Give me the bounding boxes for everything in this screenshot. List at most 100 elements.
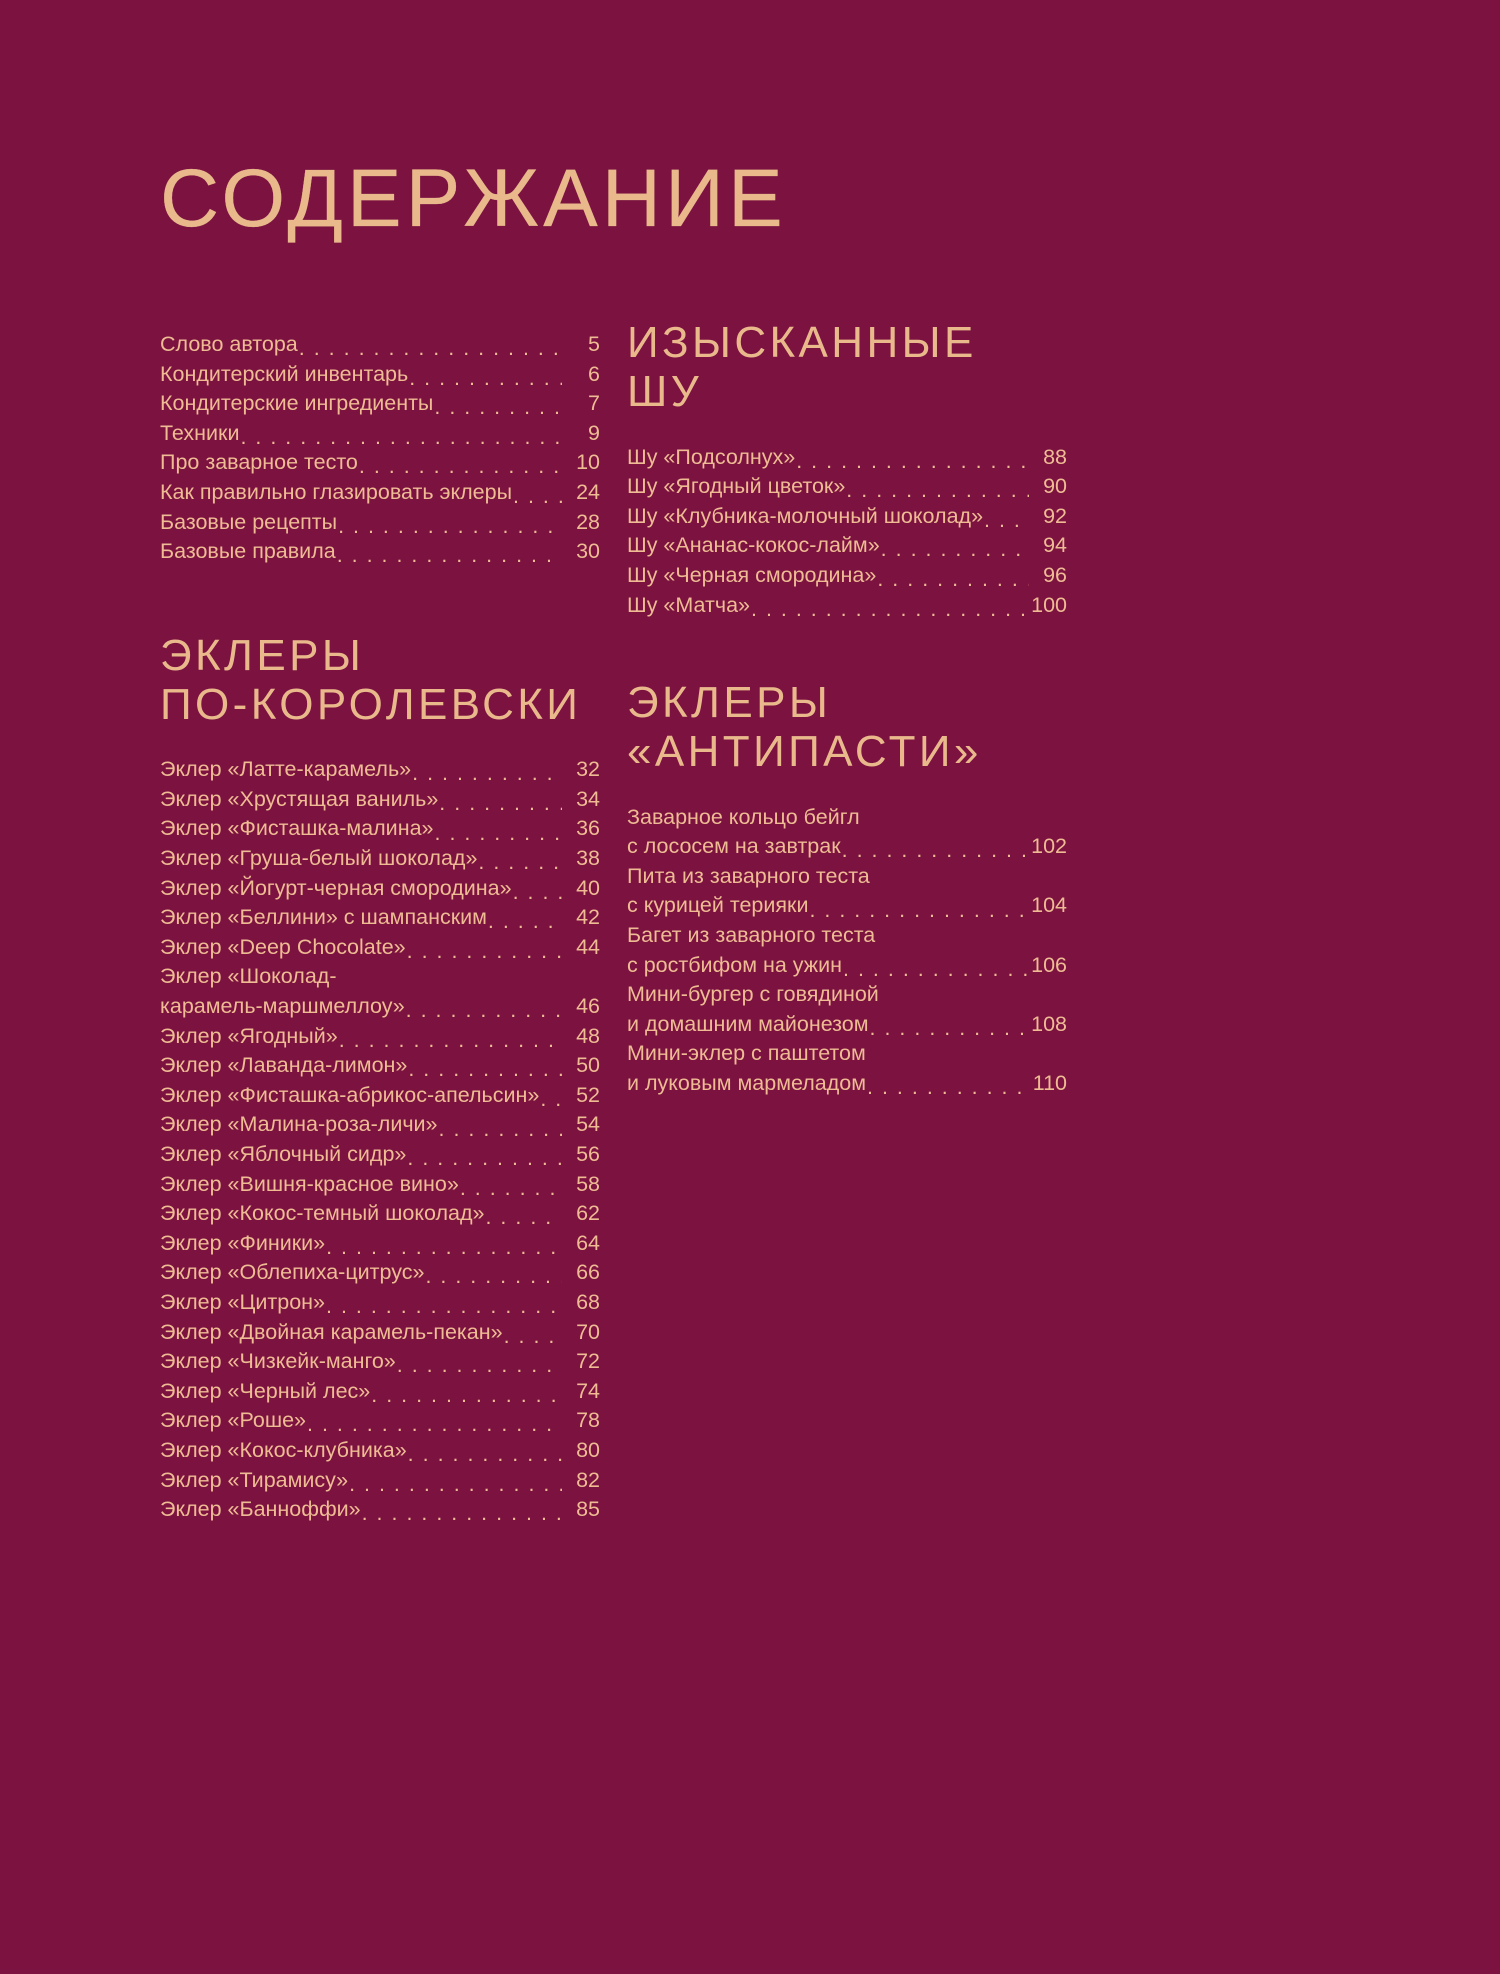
toc-entry[interactable]: Эклер «Беллини» с шампанским 42 xyxy=(160,903,600,933)
toc-entry-page-number: 30 xyxy=(576,539,600,564)
dot-leader xyxy=(408,1059,562,1081)
toc-entry-page-number: 6 xyxy=(588,361,600,386)
toc-entry[interactable]: и луковым мармеладом 110 xyxy=(627,1069,1067,1099)
toc-entry-label: Шу «Подсолнух» xyxy=(627,444,796,469)
dot-leader xyxy=(513,882,562,904)
dot-leader xyxy=(240,427,562,449)
toc-entry[interactable]: Техники 9 xyxy=(160,419,600,449)
antipasti-entry-list: Заварное кольцо бейгл с лососем на завтра… xyxy=(627,803,1067,1099)
toc-entry-page-number: 108 xyxy=(1031,1011,1067,1036)
toc-entry[interactable]: Эклер «Черный лес» 74 xyxy=(160,1377,600,1407)
toc-entry[interactable]: Эклер «Цитрон» 68 xyxy=(160,1288,600,1318)
toc-entry[interactable]: Мини-эклер с паштетом xyxy=(627,1039,1067,1069)
toc-entry[interactable]: Эклер «Финики» 64 xyxy=(160,1229,600,1259)
toc-entry[interactable]: Шу «Матча» 100 xyxy=(627,591,1067,621)
toc-entry[interactable]: Эклер «Тирамису» 82 xyxy=(160,1466,600,1496)
toc-entry[interactable]: Про заварное тесто 10 xyxy=(160,448,600,478)
toc-entry[interactable]: карамель-маршмеллоу» 46 xyxy=(160,992,600,1022)
dot-leader xyxy=(371,1385,562,1407)
toc-entry[interactable]: Эклер «Двойная карамель-пекан» 70 xyxy=(160,1318,600,1348)
toc-entry[interactable]: Мини-бургер с говядиной xyxy=(627,980,1067,1010)
toc-entry[interactable]: Пита из заварного теста xyxy=(627,862,1067,892)
toc-entry-label: Эклер «Облепиха-цитрус» xyxy=(160,1260,425,1285)
toc-entry[interactable]: Эклер «Банноффи» 85 xyxy=(160,1495,600,1525)
toc-entry-label: Пита из заварного теста xyxy=(627,863,870,888)
toc-entry[interactable]: Эклер «Фисташка-малина» 36 xyxy=(160,814,600,844)
dot-leader xyxy=(397,1355,562,1377)
toc-entry[interactable]: Кондитерские ингредиенты 7 xyxy=(160,389,600,419)
toc-entry[interactable]: Багет из заварного теста xyxy=(627,921,1067,951)
toc-entry-page-number: 62 xyxy=(576,1201,600,1226)
toc-entry-label: Эклер «Фисташка-абрикос-апельсин» xyxy=(160,1082,540,1107)
toc-entry[interactable]: Кондитерский инвентарь 6 xyxy=(160,360,600,390)
dot-leader xyxy=(513,486,562,508)
toc-entry-page-number: 54 xyxy=(576,1112,600,1137)
toc-entry-label: Шу «Матча» xyxy=(627,592,750,617)
toc-entry-page-number: 7 xyxy=(588,391,600,416)
toc-entry-label: Шу «Черная смородина» xyxy=(627,562,877,587)
toc-entry[interactable]: Эклер «Ягодный» 48 xyxy=(160,1022,600,1052)
toc-entry[interactable]: Эклер «Deep Chocolate» 44 xyxy=(160,933,600,963)
dot-leader xyxy=(877,569,1029,591)
toc-entry[interactable]: Эклер «Вишня-красное вино» 58 xyxy=(160,1170,600,1200)
dot-leader xyxy=(412,763,562,785)
toc-entry[interactable]: Эклер «Облепиха-цитрус» 66 xyxy=(160,1258,600,1288)
toc-entry-label: Эклер «Груша-белый шоколад» xyxy=(160,846,478,871)
toc-entry-label: Эклер «Ягодный» xyxy=(160,1023,338,1048)
toc-entry[interactable]: Эклер «Йогурт-черная смородина» 40 xyxy=(160,874,600,904)
toc-entry[interactable]: Шу «Клубника-молочный шоколад» 92 xyxy=(627,502,1067,532)
toc-entry[interactable]: с курицей терияки 104 xyxy=(627,891,1067,921)
toc-entry-label: Мини-эклер с паштетом xyxy=(627,1041,866,1066)
toc-entry-page-number: 80 xyxy=(576,1437,600,1462)
toc-entry-page-number: 56 xyxy=(576,1142,600,1166)
dot-leader xyxy=(425,1266,562,1288)
toc-entry-label: Эклер «Кокос-клубника» xyxy=(160,1437,407,1462)
dot-leader xyxy=(843,959,1027,981)
toc-entry[interactable]: Эклер «Хрустящая ваниль» 34 xyxy=(160,785,600,815)
royal-eclairs-entry-list: Эклер «Латте-карамель» 32 Эклер «Хрустящая… xyxy=(160,755,600,1524)
dot-leader xyxy=(435,823,563,845)
toc-entry-page-number: 24 xyxy=(576,479,600,504)
dot-leader xyxy=(407,1148,562,1170)
toc-entry-label: Эклер «Малина-роза-личи» xyxy=(160,1112,438,1137)
toc-entry[interactable]: Эклер «Латте-карамель» 32 xyxy=(160,755,600,785)
left-column: Слово автора5Кондитерский инвентарь6Конд… xyxy=(160,330,600,1525)
toc-entry-page-number: 102 xyxy=(1031,834,1067,859)
dot-leader xyxy=(326,1296,562,1318)
toc-entry-label: с курицей терияки xyxy=(627,893,809,918)
toc-entry[interactable]: Слово автора 5 xyxy=(160,330,600,360)
toc-entry-label: Шу «Ягодный цветок» xyxy=(627,474,846,499)
toc-entry[interactable]: Базовые правила 30 xyxy=(160,537,600,567)
toc-entry-page-number: 46 xyxy=(576,994,600,1019)
dot-leader xyxy=(842,840,1028,862)
toc-entry[interactable]: с лососем на завтрак 102 xyxy=(627,832,1067,862)
toc-entry-label: Эклер «Беллини» с шампанским xyxy=(160,905,487,930)
toc-entry[interactable]: Шу «Подсолнух» 88 xyxy=(627,443,1067,473)
dot-leader xyxy=(339,1030,562,1052)
toc-entry[interactable]: Как правильно глазировать эклеры 24 xyxy=(160,478,600,508)
toc-entry[interactable]: Эклер «Фисташка-абрикос-апельсин» 52 xyxy=(160,1081,600,1111)
toc-entry-page-number: 106 xyxy=(1031,952,1067,977)
toc-entry[interactable]: с ростбифом на ужин 106 xyxy=(627,951,1067,981)
toc-entry[interactable]: Базовые рецепты 28 xyxy=(160,508,600,538)
toc-entry[interactable]: Эклер «Кокос-клубника» 80 xyxy=(160,1436,600,1466)
toc-entry[interactable]: Шу «Черная смородина» 96 xyxy=(627,561,1067,591)
toc-entry[interactable]: Шу «Ананас-кокос-лайм» 94 xyxy=(627,531,1067,561)
dot-leader xyxy=(881,539,1029,561)
toc-entry[interactable]: Эклер «Шоколад- xyxy=(160,962,600,992)
toc-entry[interactable]: Эклер «Яблочный сидр» 56 xyxy=(160,1140,600,1170)
toc-entry-page-number: 52 xyxy=(576,1082,600,1107)
toc-entry[interactable]: Эклер «Лаванда-лимон» 50 xyxy=(160,1051,600,1081)
toc-entry-label: Шу «Клубника-молочный шоколад» xyxy=(627,503,984,528)
toc-entry[interactable]: Эклер «Кокос-темный шоколад» 62 xyxy=(160,1199,600,1229)
toc-entry[interactable]: Эклер «Груша-белый шоколад» 38 xyxy=(160,844,600,874)
toc-entry-page-number: 38 xyxy=(576,846,600,871)
toc-entry[interactable]: Эклер «Малина-роза-личи» 54 xyxy=(160,1110,600,1140)
section-heading-royal-eclairs: ЭКЛЕРЫ ПО-КОРОЛЕВСКИ xyxy=(160,630,582,730)
toc-entry[interactable]: и домашним майонезом 108 xyxy=(627,1010,1067,1040)
toc-entry[interactable]: Эклер «Роше» 78 xyxy=(160,1406,600,1436)
toc-entry[interactable]: Заварное кольцо бейгл xyxy=(627,803,1067,833)
toc-entry-label: Как правильно глазировать эклеры xyxy=(160,479,513,504)
toc-entry[interactable]: Эклер «Чизкейк-манго» 72 xyxy=(160,1347,600,1377)
toc-entry[interactable]: Шу «Ягодный цветок» 90 xyxy=(627,472,1067,502)
